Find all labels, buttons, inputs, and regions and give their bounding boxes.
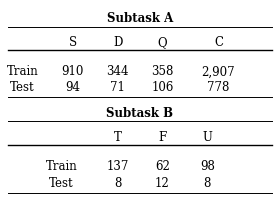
Text: T: T	[114, 131, 122, 144]
Text: S: S	[69, 36, 77, 49]
Text: Subtask B: Subtask B	[106, 107, 174, 120]
Text: 358: 358	[151, 65, 174, 78]
Text: 2,907: 2,907	[202, 65, 235, 78]
Text: 98: 98	[200, 160, 215, 173]
Text: 344: 344	[106, 65, 129, 78]
Text: 12: 12	[155, 177, 170, 190]
Text: F: F	[158, 131, 167, 144]
Text: 8: 8	[204, 177, 211, 190]
Text: 778: 778	[207, 81, 230, 94]
Text: 71: 71	[110, 81, 125, 94]
Text: Test: Test	[10, 81, 35, 94]
Text: C: C	[214, 36, 223, 49]
Text: Train: Train	[6, 65, 38, 78]
Text: Train: Train	[46, 160, 78, 173]
Text: 106: 106	[151, 81, 174, 94]
Text: 62: 62	[155, 160, 170, 173]
Text: Subtask A: Subtask A	[107, 12, 173, 25]
Text: U: U	[202, 131, 212, 144]
Text: 8: 8	[114, 177, 121, 190]
Text: 910: 910	[62, 65, 84, 78]
Text: 137: 137	[106, 160, 129, 173]
Text: Q: Q	[158, 36, 167, 49]
Text: 94: 94	[65, 81, 80, 94]
Text: Test: Test	[49, 177, 74, 190]
Text: D: D	[113, 36, 122, 49]
